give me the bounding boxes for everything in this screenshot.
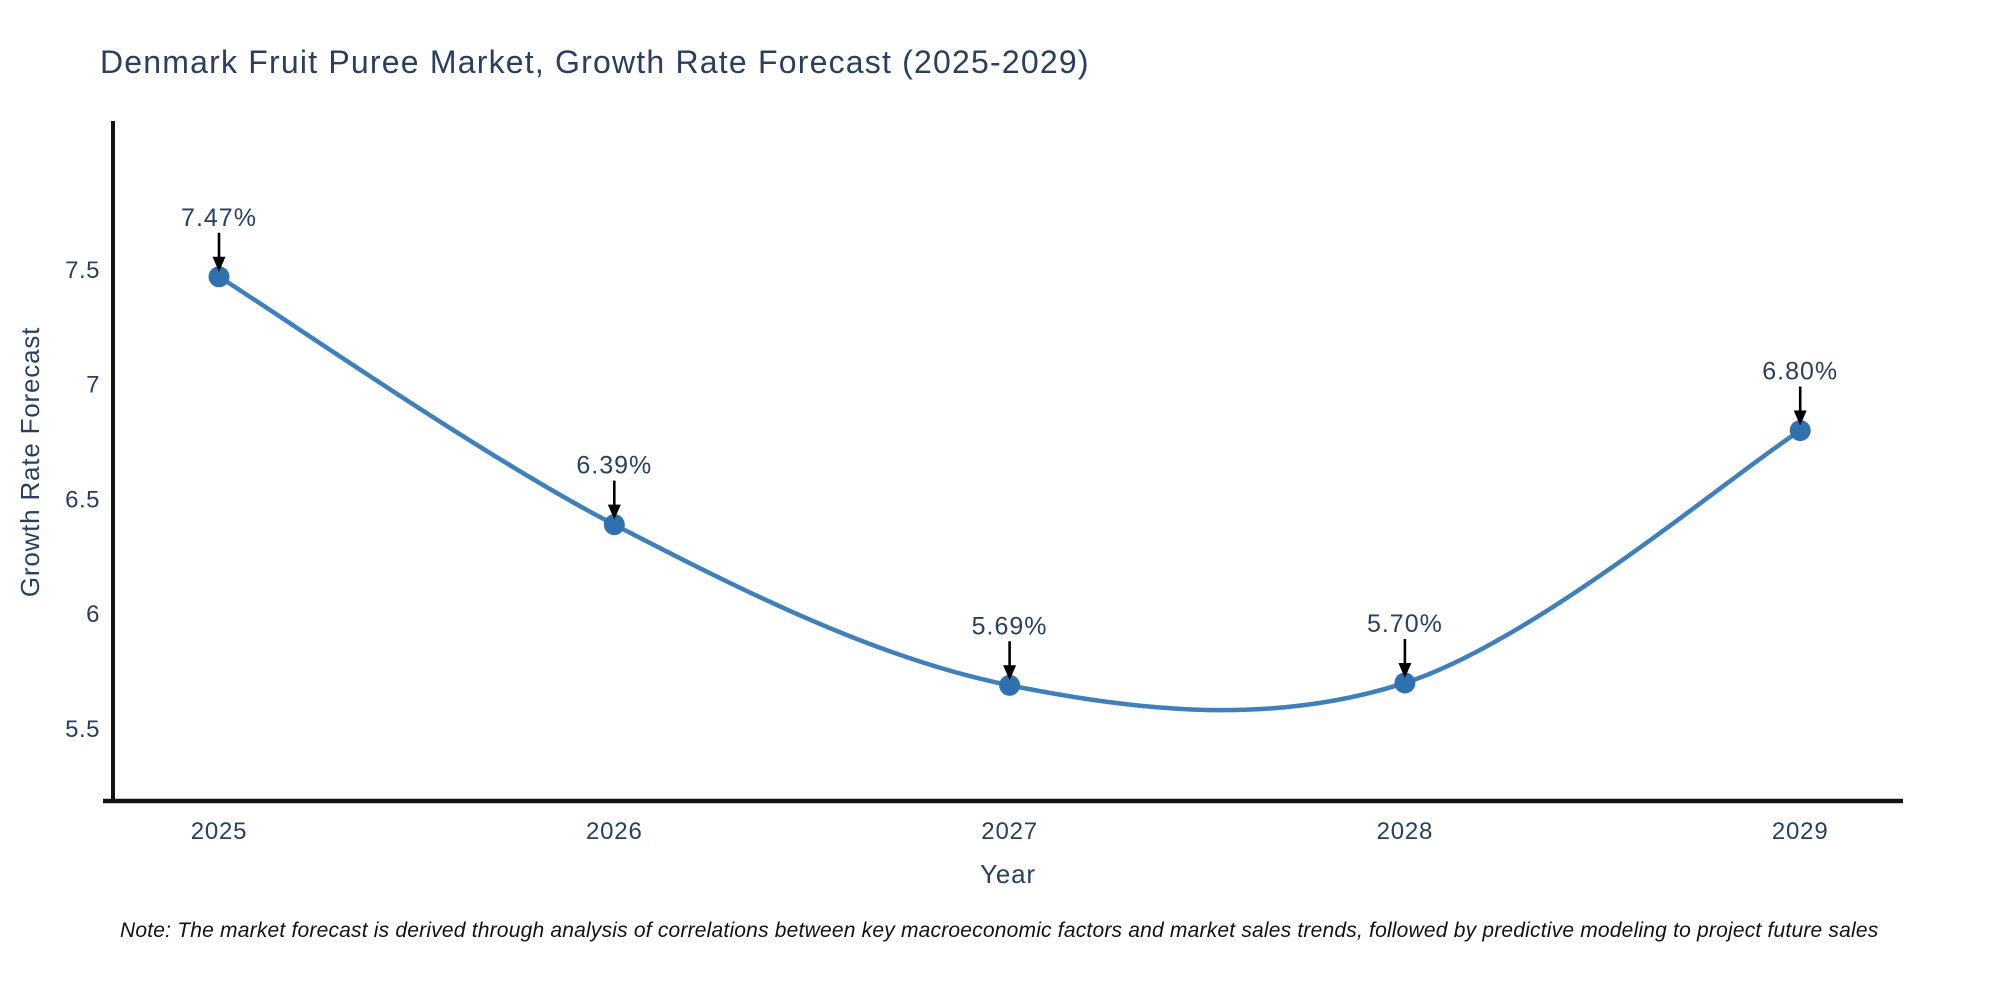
x-tick-label: 2028 [1377, 818, 1434, 845]
x-tick-label: 2026 [586, 818, 643, 845]
data-point-label: 5.70% [1367, 610, 1443, 638]
x-tick-label: 2027 [981, 818, 1038, 845]
chart-title: Denmark Fruit Puree Market, Growth Rate … [100, 44, 1090, 80]
data-point [208, 266, 230, 288]
x-axis-title: Year [980, 859, 1036, 889]
annotation-arrowhead-icon [607, 504, 621, 520]
annotation-arrowhead-icon [1398, 662, 1412, 678]
annotation-arrowhead-icon [1793, 410, 1807, 426]
data-point [999, 674, 1021, 696]
data-point [1789, 420, 1811, 442]
data-point-label: 6.80% [1762, 358, 1838, 386]
x-tick-label: 2025 [191, 818, 248, 845]
y-tick-label: 7 [86, 372, 100, 399]
y-axis-title: Growth Rate Forecast [15, 327, 45, 597]
x-tick-label: 2029 [1772, 818, 1829, 845]
annotation-arrowhead-icon [1003, 665, 1017, 681]
data-point-label: 7.47% [181, 204, 257, 232]
annotation-arrowhead-icon [212, 256, 226, 272]
y-tick-label: 5.5 [65, 716, 100, 743]
data-point-label: 5.69% [972, 612, 1048, 640]
y-tick-label: 6 [86, 601, 100, 628]
y-tick-label: 6.5 [65, 486, 100, 513]
footnote: Note: The market forecast is derived thr… [120, 919, 1879, 942]
data-point [1394, 672, 1416, 694]
data-point-label: 6.39% [576, 452, 652, 480]
y-tick-label: 7.5 [65, 257, 100, 284]
data-point [603, 514, 625, 536]
